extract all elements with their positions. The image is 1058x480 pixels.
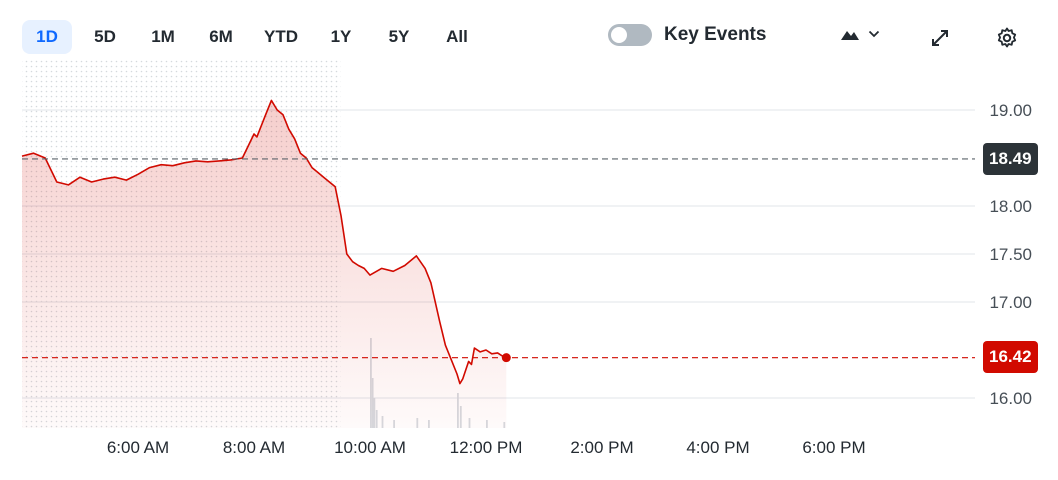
price-line [21,99,507,385]
y-tick-label: 17.00 [989,293,1032,312]
x-tick-label: 6:00 PM [802,438,865,457]
price-area [22,100,507,429]
range-all-button[interactable]: All [446,27,468,46]
range-5d-button[interactable]: 5D [94,27,116,46]
y-tick-label: 19.00 [989,101,1032,120]
expand-icon [932,30,948,46]
key-events-label: Key Events [664,24,767,45]
fullscreen-button[interactable] [928,26,952,55]
toggle-knob [611,27,627,43]
range-6m-button[interactable]: 6M [209,27,233,46]
range-selector: 1D 5D 1M 6M YTD 1Y 5Y All [22,20,490,54]
x-tick-label: 10:00 AM [334,438,406,457]
y-tick-label: 18.00 [989,197,1032,216]
x-tick-label: 4:00 PM [686,438,749,457]
previous-close-tag: 18.49 [983,143,1038,175]
reference-lines [22,158,975,359]
y-axis: 19.00 18.00 17.50 17.00 16.00 [989,101,1032,408]
key-events-toggle[interactable] [608,24,652,46]
settings-button[interactable] [995,26,1019,55]
chart-type-dropdown[interactable] [840,27,880,41]
x-tick-label: 8:00 AM [223,438,285,457]
range-1y-button[interactable]: 1Y [330,27,352,46]
chevron-down-icon [868,30,880,38]
x-axis: 6:00 AM 8:00 AM 10:00 AM 12:00 PM 2:00 PM 4:0… [107,438,866,457]
key-events-control[interactable]: Key Events [608,24,766,46]
range-1m-button[interactable]: 1M [151,27,175,46]
range-ytd-button[interactable]: YTD [264,27,298,46]
chart-toolbar: 1D 5D 1M 6M YTD 1Y 5Y All Key Events [0,0,1058,76]
gear-icon [997,27,1017,48]
range-5y-button[interactable]: 5Y [388,27,410,46]
price-series [21,99,511,429]
x-tick-label: 6:00 AM [107,438,169,457]
y-tick-label: 16.00 [989,389,1032,408]
x-tick-label: 12:00 PM [450,438,523,457]
x-tick-label: 2:00 PM [570,438,633,457]
y-tick-label: 17.50 [989,245,1032,264]
last-price-tag: 16.42 [983,341,1038,373]
mountain-chart-icon [841,31,859,40]
range-1d-button[interactable]: 1D [22,20,72,54]
